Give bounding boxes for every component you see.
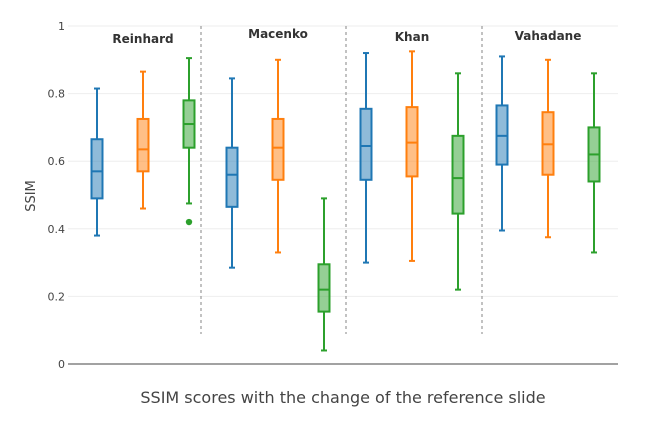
box [182,57,196,226]
y-tick-label: 0.2 [48,290,66,303]
x-axis-title: SSIM scores with the change of the refer… [140,388,545,407]
iqr-box [225,146,239,208]
iqr-box [136,117,150,173]
box [587,72,601,254]
box [451,72,465,291]
outlier-point [185,218,193,226]
group-labels: Reinhard Macenko Khan Vahadane [112,27,581,46]
box [495,55,509,232]
y-axis-title: SSIM [24,180,39,212]
boxes [90,50,601,352]
y-tick-label: 0 [58,358,65,371]
group-label: Macenko [248,27,308,41]
iqr-box [359,107,373,181]
group-label: Reinhard [112,32,173,46]
box [136,70,150,210]
group-label: Vahadane [515,29,582,43]
box [271,58,285,254]
group-separators [200,26,483,334]
box [541,58,555,239]
y-tick-label: 0.6 [48,155,66,168]
gridlines [68,25,618,297]
iqr-box [271,117,285,181]
box [90,87,104,237]
box [359,52,373,264]
y-tick-labels: 0 0.2 0.4 0.6 0.8 1 [48,20,66,371]
box [225,77,239,269]
box [317,197,331,352]
iqr-box [90,138,104,200]
y-tick-label: 0.4 [48,223,66,236]
iqr-box [451,134,465,215]
iqr-box [317,263,331,313]
y-tick-label: 1 [58,20,65,33]
y-tick-label: 0.8 [48,88,66,101]
group-label: Khan [395,30,429,44]
box [405,50,419,262]
